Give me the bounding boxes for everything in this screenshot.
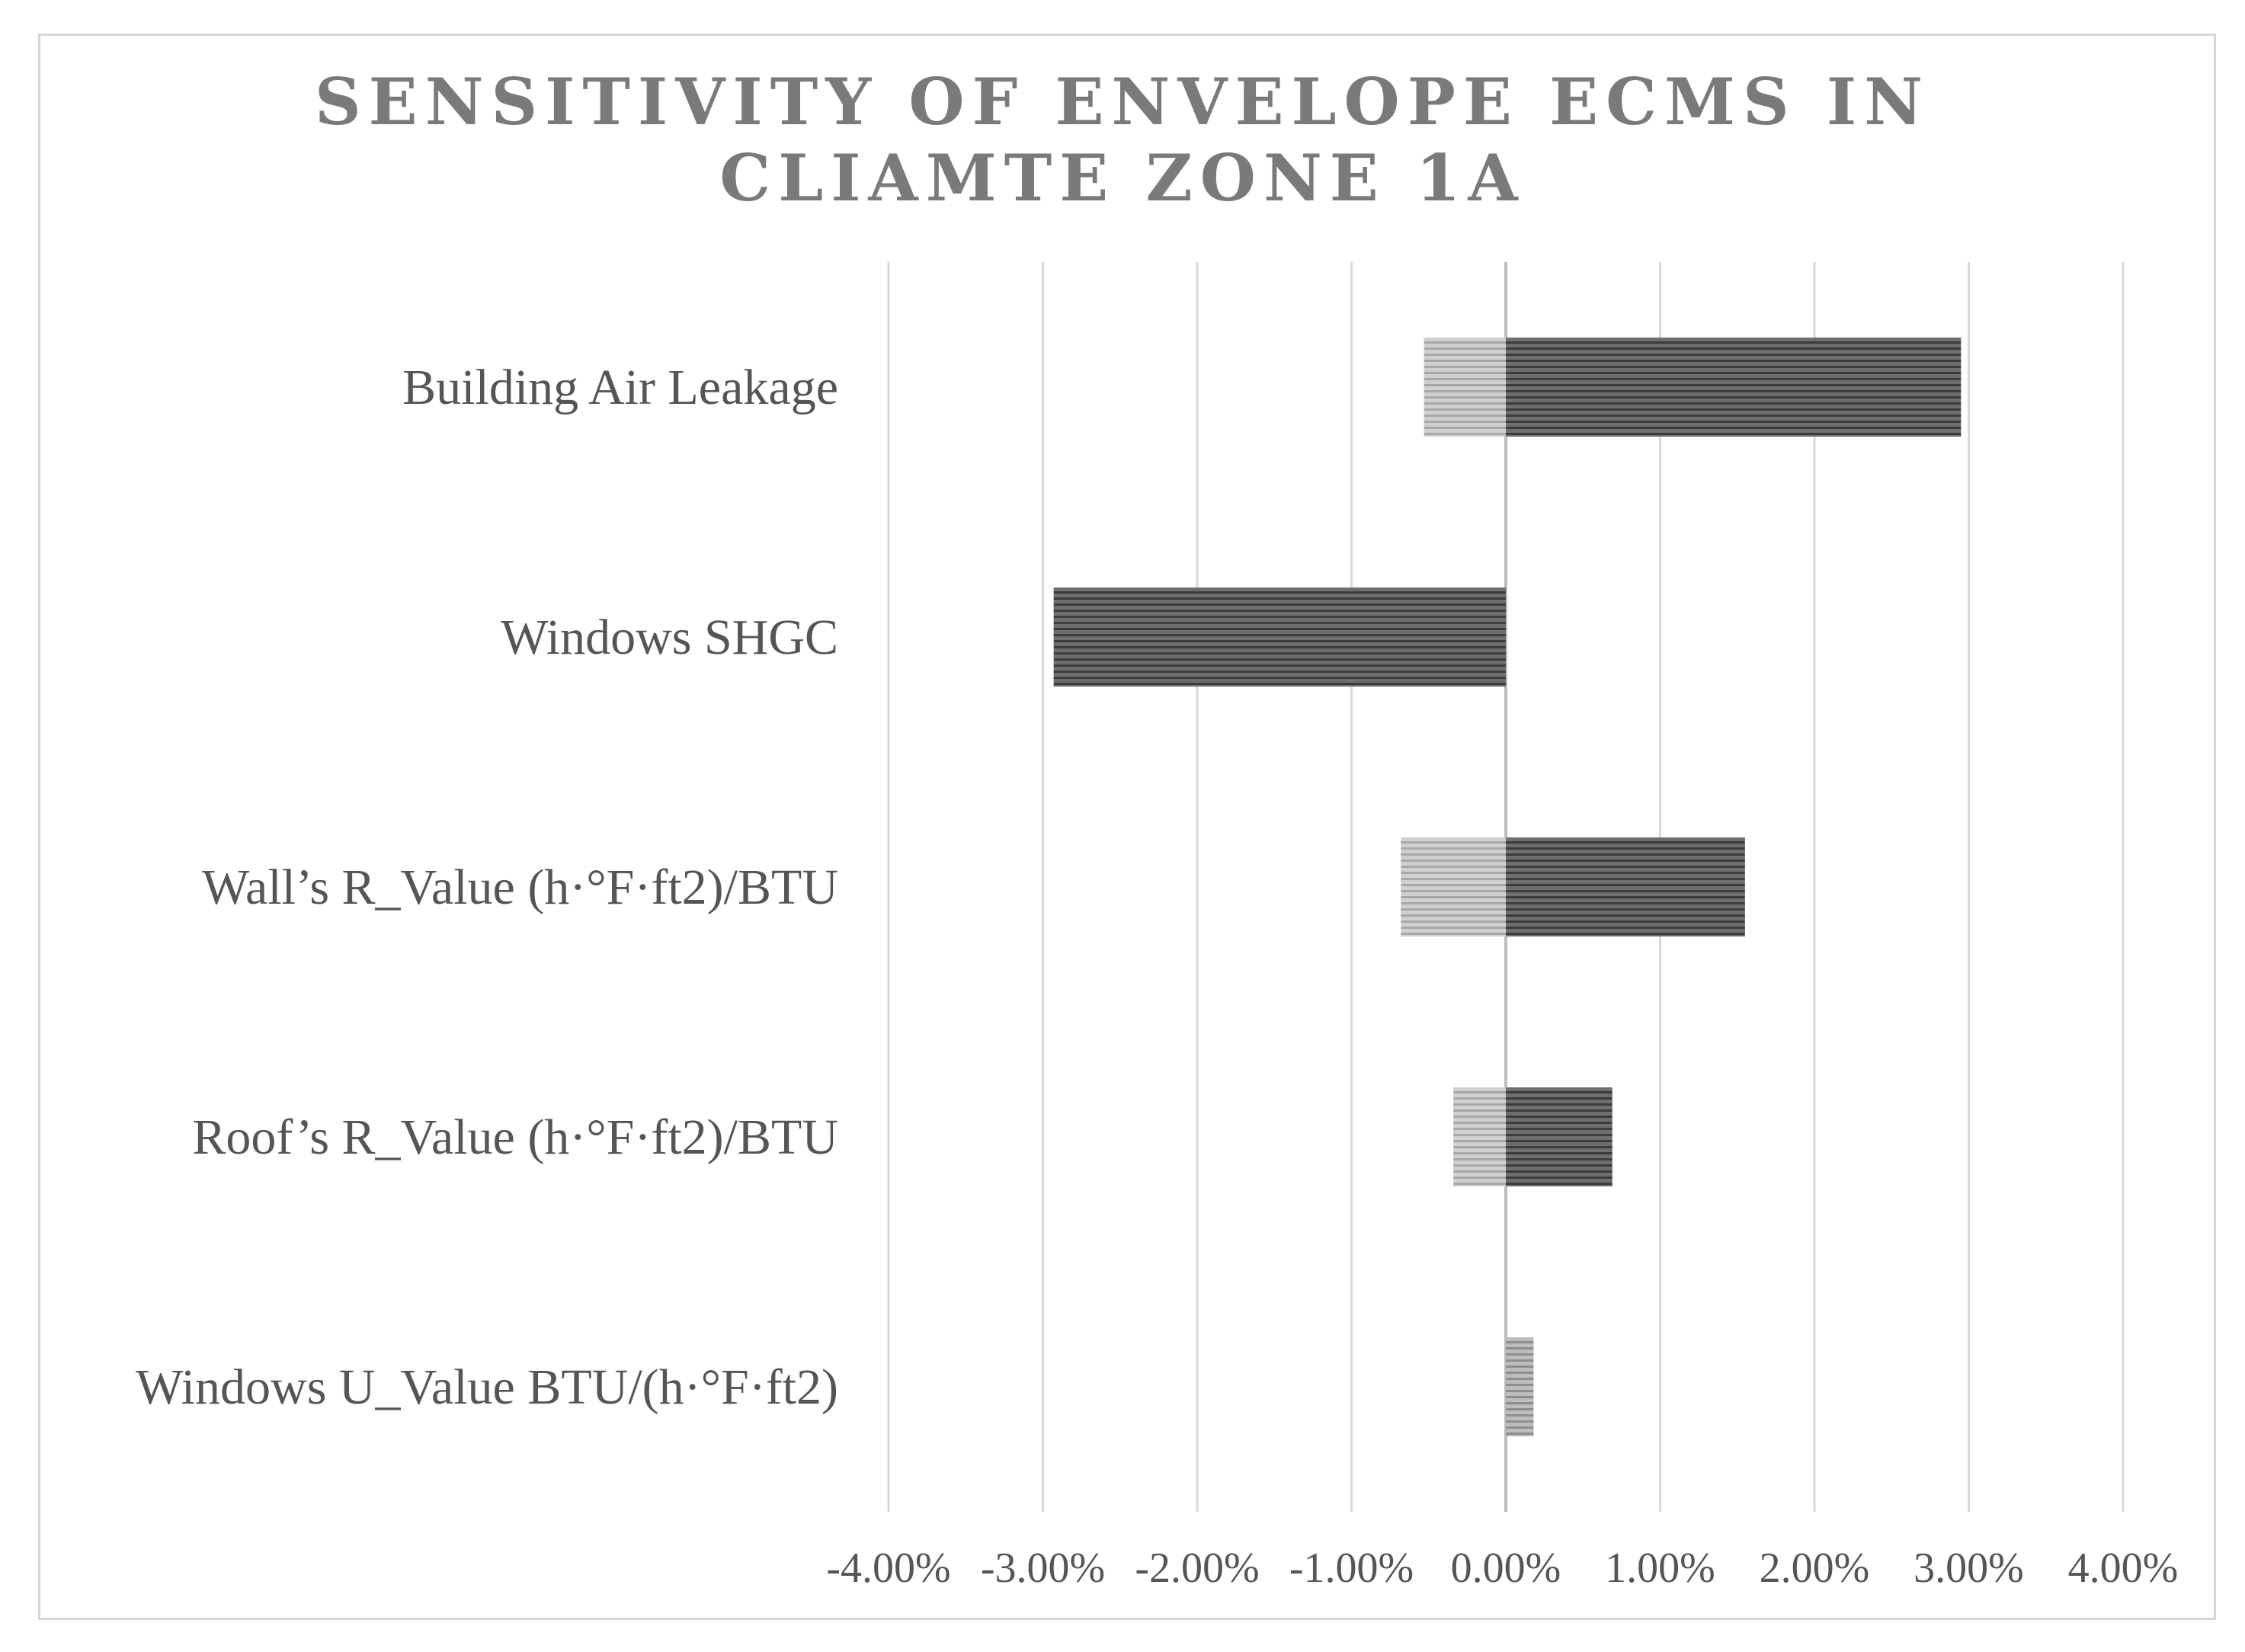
bar bbox=[1506, 1087, 1612, 1186]
bar bbox=[1453, 1087, 1506, 1186]
bar bbox=[1401, 837, 1506, 936]
bar bbox=[1424, 338, 1506, 437]
x-tick-label: 0.00% bbox=[1451, 1545, 1561, 1592]
chart-title: SENSITIVITY OF ENVELOPE ECMS IN CLIAMTE … bbox=[0, 64, 2245, 216]
chart-frame bbox=[38, 34, 2216, 1620]
x-tick-label: 2.00% bbox=[1760, 1545, 1870, 1592]
category-label: Roof’s R_Value (h·°F·ft2)/BTU bbox=[192, 1109, 838, 1165]
x-tick-label: 3.00% bbox=[1914, 1545, 2024, 1592]
x-tick-label: -3.00% bbox=[981, 1545, 1105, 1592]
category-label: Building Air Leakage bbox=[402, 360, 838, 415]
category-label: Windows SHGC bbox=[501, 610, 838, 665]
bar bbox=[1506, 1337, 1534, 1436]
x-tick-label: -2.00% bbox=[1135, 1545, 1259, 1592]
bar bbox=[1506, 837, 1745, 936]
x-tick-label: 4.00% bbox=[2068, 1545, 2179, 1592]
x-tick-label: -4.00% bbox=[826, 1545, 950, 1592]
chart-title-line-2: CLIAMTE ZONE 1A bbox=[719, 140, 1526, 216]
bar bbox=[1506, 338, 1962, 437]
x-axis-tick-labels: -4.00% -3.00% -2.00% -1.00% 0.00% 1.00% 2.00% 3… bbox=[826, 1545, 2178, 1592]
bar bbox=[1053, 587, 1506, 687]
category-label: Wall’s R_Value (h·°F·ft2)/BTU bbox=[202, 860, 838, 915]
bars bbox=[1053, 338, 1962, 1436]
x-tick-label: 1.00% bbox=[1605, 1545, 1715, 1592]
x-tick-label: -1.00% bbox=[1289, 1545, 1414, 1592]
category-labels: Building Air Leakage Windows SHGC Wall’s R… bbox=[136, 360, 838, 1415]
category-label: Windows U_Value BTU/(h·°F·ft2) bbox=[136, 1359, 838, 1415]
chart-title-line-1: SENSITIVITY OF ENVELOPE ECMS IN bbox=[315, 64, 1930, 139]
